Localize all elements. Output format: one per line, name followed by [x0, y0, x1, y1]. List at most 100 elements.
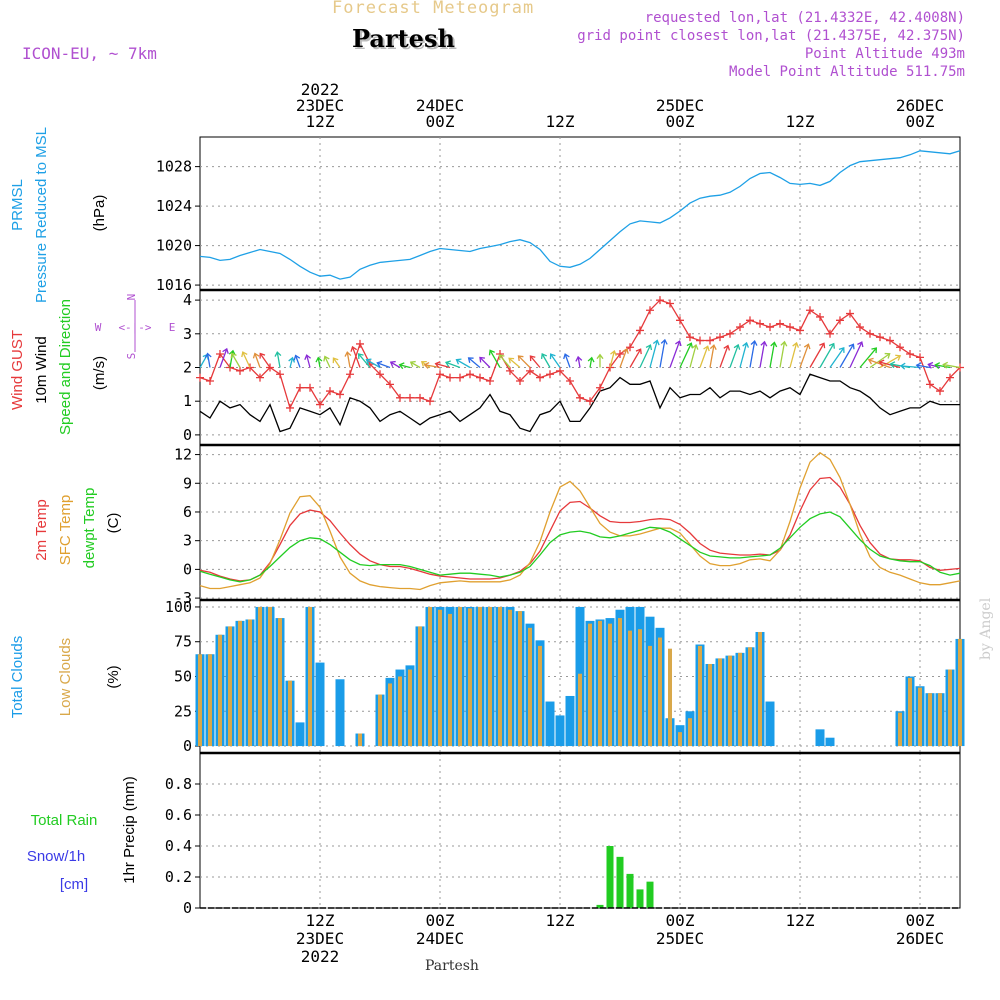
wind-direction-arrow — [219, 348, 228, 368]
low-cloud-bar — [658, 637, 662, 747]
total-cloud-bar — [555, 715, 565, 747]
low-cloud-bar — [958, 638, 962, 747]
wind-arrow-head — [733, 343, 741, 350]
time-label-top: 12Z — [546, 112, 575, 131]
wind-arrow-head — [848, 343, 855, 350]
time-label-bottom: 00Z — [906, 911, 935, 930]
wind-speed-line — [199, 373, 960, 433]
low-cloud-bar — [488, 606, 492, 747]
wind-arrow-head — [365, 358, 372, 365]
wind-direction-arrow — [254, 353, 261, 368]
wind-arrow-head — [635, 348, 642, 355]
low-cloud-bar — [588, 623, 592, 747]
wind-direction-arrow — [424, 364, 441, 369]
grid-coords: grid point closest lon,lat (21.4375E, 42… — [577, 28, 965, 44]
gust-marker — [296, 383, 304, 392]
dewpoint-label: dewpt Temp — [81, 488, 98, 569]
time-label-top: 00Z — [426, 112, 455, 131]
gust-marker — [216, 350, 224, 359]
wind-arrow-head — [344, 351, 352, 357]
wind-direction-arrow — [529, 355, 541, 368]
wind-direction-arrow — [849, 341, 863, 368]
pressure-label: PRMSL — [9, 179, 26, 231]
gust-marker — [886, 336, 894, 345]
wind-arrow-head — [652, 339, 660, 346]
wind-arrow-head — [942, 361, 949, 369]
wind-direction-arrow — [346, 352, 351, 368]
wind-direction-arrow — [479, 356, 491, 368]
low-cloud-bar — [648, 645, 652, 747]
time-label-bottom: 00Z — [426, 911, 455, 930]
wind-direction-arrow — [435, 363, 451, 369]
gust-marker — [476, 373, 484, 382]
low-cloud-bar — [578, 673, 582, 747]
low-cloud-bar — [508, 609, 512, 747]
gust-marker — [706, 336, 714, 345]
wind-arrow-head — [622, 347, 629, 354]
wind-direction-arrow — [358, 353, 371, 368]
time-label-bottom: 25DEC — [656, 929, 704, 948]
wind-arrow-head — [467, 357, 474, 363]
wind-arrow-head — [230, 352, 237, 359]
gust-marker — [646, 306, 654, 315]
gust-marker — [346, 370, 354, 379]
low-cloud-bar — [668, 648, 672, 747]
y-tick-label: 50 — [174, 668, 192, 686]
gust-marker — [696, 336, 704, 345]
time-label-bottom: 12Z — [546, 911, 575, 930]
pressure-line — [199, 150, 961, 280]
wind-arrow-head — [222, 347, 229, 354]
wind-arrow-head — [587, 356, 595, 363]
compass-w: W — [95, 321, 102, 334]
wind-arrow-head — [498, 354, 505, 361]
low-cloud-bar — [708, 663, 712, 747]
wind-arrow-head — [803, 343, 811, 350]
wind-arrow-head — [357, 353, 364, 359]
wind-direction-arrow — [829, 347, 845, 368]
gust-marker — [426, 397, 434, 406]
wind-arrow-head — [563, 353, 570, 360]
wind-label: 10m Wind — [33, 336, 50, 404]
wind-arrow-head — [332, 357, 339, 364]
wind-arrow-head — [479, 356, 486, 363]
wind-arrow-head — [488, 349, 495, 356]
wind-arrow-head — [675, 340, 682, 347]
time-label-bottom: 24DEC — [416, 929, 464, 948]
total-cloud-bar — [545, 701, 555, 747]
gust-marker — [836, 316, 844, 325]
wind-arrow-head — [204, 352, 212, 359]
wind-direction-label: Speed and Direction — [57, 299, 74, 435]
gust-marker — [926, 380, 934, 389]
y-tick-label: 25 — [174, 702, 192, 720]
gust-marker — [686, 333, 694, 342]
gust-marker — [766, 323, 774, 332]
wind-arrow-head — [540, 353, 548, 360]
wind-arrow-head — [871, 347, 878, 354]
time-label-top: 24DEC — [416, 96, 464, 115]
gust-marker — [896, 343, 904, 352]
gust-marker — [806, 306, 814, 315]
low-cloud-bar — [898, 712, 902, 747]
wind-direction-arrow — [377, 362, 391, 369]
wind-direction-arrow — [819, 343, 835, 368]
wind-direction-arrow — [390, 361, 401, 369]
wind-direction-arrow — [669, 340, 681, 368]
wind-direction-arrow — [518, 355, 531, 368]
time-label-top: 00Z — [666, 112, 695, 131]
wind-direction-arrow — [351, 346, 361, 368]
wind-arrow-head — [792, 341, 800, 348]
time-label-top: 23DEC — [296, 96, 344, 115]
model-altitude: Model Point Altitude 511.75m — [728, 64, 965, 80]
gust-marker — [546, 370, 554, 379]
low-cloud-bar — [198, 654, 202, 747]
low-cloud-bar — [278, 618, 282, 747]
panel-frame — [199, 136, 961, 291]
gust-marker — [406, 393, 414, 402]
gust-marker — [786, 323, 794, 332]
low-cloud-bar — [598, 620, 602, 747]
gust-marker — [466, 370, 474, 379]
low-cloud-bar — [418, 626, 422, 747]
low-cloud-bar — [918, 687, 922, 747]
gust-marker — [876, 333, 884, 342]
low-cloud-bar — [468, 608, 472, 747]
